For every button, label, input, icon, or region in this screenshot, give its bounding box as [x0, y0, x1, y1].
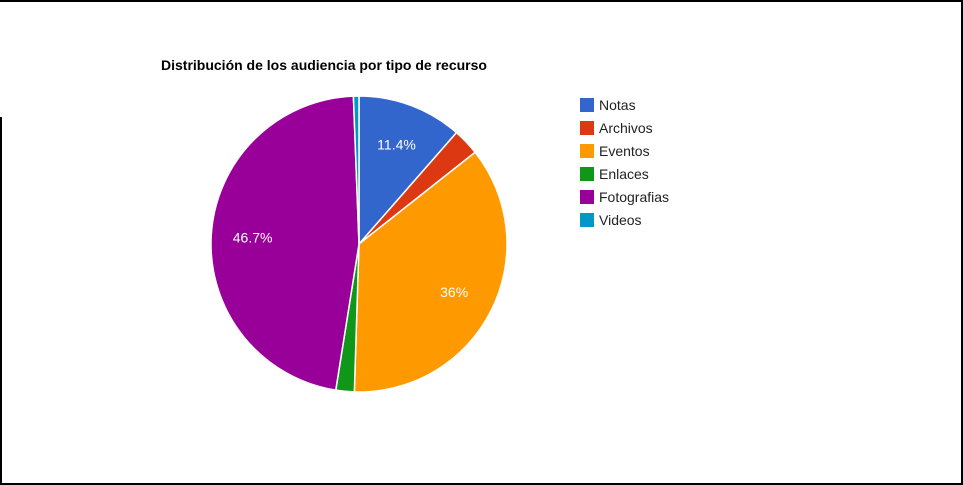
frame-border-right: [961, 0, 963, 485]
legend-swatch: [580, 97, 594, 112]
slice-label-eventos: 36%: [440, 284, 468, 300]
legend-swatch: [580, 120, 594, 135]
legend-swatch: [580, 212, 594, 227]
legend-swatch: [580, 189, 594, 204]
legend-swatch: [580, 143, 594, 158]
legend-item-eventos[interactable]: Eventos: [580, 139, 669, 162]
chart-title: Distribución de los audiencia por tipo d…: [161, 57, 487, 73]
legend-item-notas[interactable]: Notas: [580, 93, 669, 116]
frame-border-left: [0, 117, 2, 485]
legend-item-fotografias[interactable]: Fotografias: [580, 185, 669, 208]
legend-item-archivos[interactable]: Archivos: [580, 116, 669, 139]
legend-label: Enlaces: [599, 165, 649, 182]
legend-item-enlaces[interactable]: Enlaces: [580, 162, 669, 185]
legend-label: Notas: [599, 96, 636, 113]
slice-label-fotografias: 46.7%: [233, 230, 273, 246]
pie-slice-fotografias[interactable]: [210, 95, 360, 392]
legend-label: Fotografias: [599, 188, 670, 205]
pie-slice-notas[interactable]: [358, 95, 458, 246]
frame-border-bottom: [0, 483, 963, 485]
legend-label: Videos: [599, 211, 642, 228]
legend-swatch: [580, 166, 594, 181]
legend-label: Archivos: [599, 119, 653, 136]
frame-border-top: [0, 0, 963, 2]
legend-label: Eventos: [599, 142, 650, 159]
chart-legend: Notas Archivos Eventos Enlaces Fotografias Vi…: [580, 93, 669, 231]
pie-slice-eventos[interactable]: [353, 151, 508, 393]
slice-label-notas: 11.4%: [377, 136, 416, 152]
pie-slice-videos[interactable]: [352, 95, 360, 245]
legend-item-videos[interactable]: Videos: [580, 208, 669, 231]
